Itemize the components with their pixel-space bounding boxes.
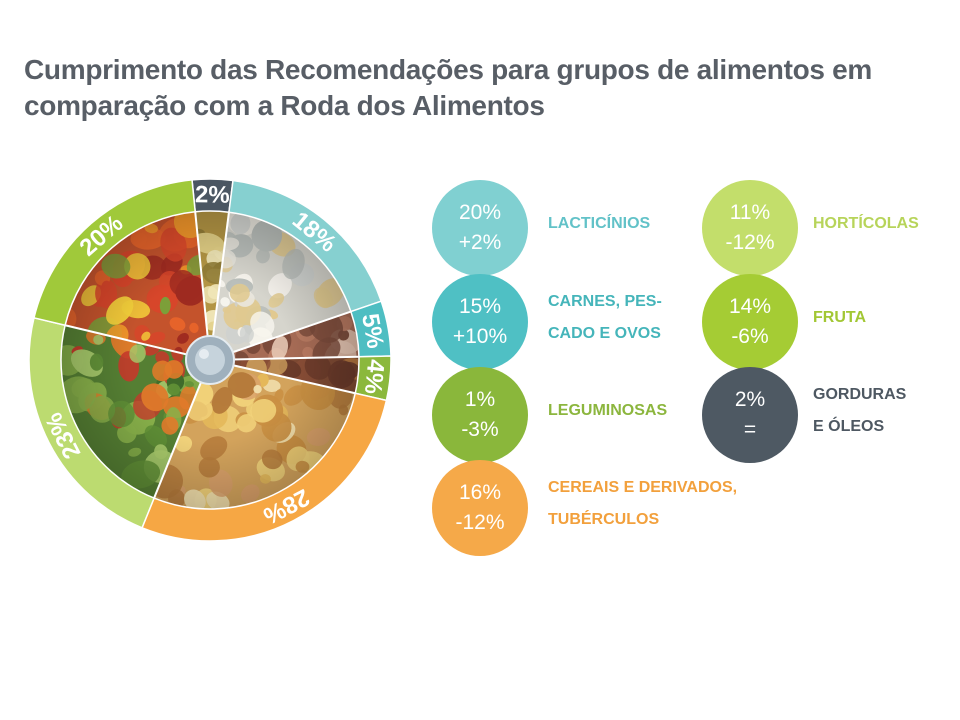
ring-label: 4% <box>359 358 389 395</box>
legend-item-lacticinios: 20% +2% LACTICÍNIOS <box>432 180 650 276</box>
chart-title: Cumprimento das Recomendações para grupo… <box>24 52 872 124</box>
food-wheel-chart: 2%18%5%4%28%23%20% <box>28 178 392 542</box>
legend-value: 14% <box>728 295 772 318</box>
legend-label-line: LACTICÍNIOS <box>548 215 651 232</box>
legend-label-line: E ÓLEOS <box>813 418 885 435</box>
legend-item-horticolas: 11% -12% HORTÍCOLAS <box>702 180 919 276</box>
legend-value: 20% <box>458 201 502 224</box>
legend-value: 16% <box>458 481 502 504</box>
legend-item-carnes-pes-cado-e-ovos: 15% +10% CARNES, PES- CADO E OVOS <box>432 274 662 370</box>
legend-change: -12% <box>455 511 505 534</box>
legend-bubble: 15% +10% <box>432 274 528 370</box>
legend-value: 11% <box>729 201 771 224</box>
legend-label-line: GORDURAS <box>813 386 907 403</box>
legend-label-line: CEREAIS E DERIVADOS, <box>548 479 738 496</box>
legend-change: -6% <box>731 325 769 348</box>
legend-label-line: TUBÉRCULOS <box>548 511 660 528</box>
legend-label: LACTICÍNIOS <box>548 208 650 240</box>
legend-label: HORTÍCOLAS <box>813 208 919 240</box>
legend-item-gorduras-e-oleos: 2% = GORDURAS E ÓLEOS <box>702 367 906 463</box>
legend-label-line: CARNES, PES- <box>548 293 662 310</box>
legend-bubble: 2% = <box>702 367 798 463</box>
ring-label: 2% <box>195 181 230 208</box>
legend-change: -3% <box>461 418 499 441</box>
ring-label: 5% <box>356 312 389 351</box>
legend-bubble: 20% +2% <box>432 180 528 276</box>
legend-label: CEREAIS E DERIVADOS, TUBÉRCULOS <box>548 472 737 536</box>
legend-change: -12% <box>725 231 775 254</box>
chart-title-line-2: comparação com a Roda dos Alimentos <box>24 90 545 121</box>
legend-change: +10% <box>452 325 508 348</box>
legend-bubble: 1% -3% <box>432 367 528 463</box>
legend-item-leguminosas: 1% -3% LEGUMINOSAS <box>432 367 667 463</box>
legend-bubble: 16% -12% <box>432 460 528 556</box>
legend-item-fruta: 14% -6% FRUTA <box>702 274 866 370</box>
legend-label-line: FRUTA <box>813 309 867 326</box>
ring-segments <box>28 178 392 542</box>
legend-item-cereais-e-derivados-tuberculos: 16% -12% CEREAIS E DERIVADOS, TUBÉRCULOS <box>432 460 737 556</box>
legend-label: LEGUMINOSAS <box>548 395 667 427</box>
legend-label-line: CADO E OVOS <box>548 325 661 342</box>
center-water-glass-highlight <box>199 349 209 359</box>
legend-label: GORDURAS E ÓLEOS <box>813 379 906 443</box>
chart-title-line-1: Cumprimento das Recomendações para grupo… <box>24 54 873 85</box>
legend-value: 2% <box>734 388 766 411</box>
legend-change: +2% <box>458 231 502 254</box>
legend-bubble: 14% -6% <box>702 274 798 370</box>
legend-label: FRUTA <box>813 302 866 334</box>
legend-value: 1% <box>464 388 496 411</box>
ring-segment <box>33 179 197 327</box>
legend-label: CARNES, PES- CADO E OVOS <box>548 286 662 350</box>
legend-label-line: HORTÍCOLAS <box>813 215 919 232</box>
legend-bubble: 11% -12% <box>702 180 798 276</box>
legend-change: = <box>743 418 757 441</box>
legend-value: 15% <box>458 295 502 318</box>
center-water-glass-inner <box>195 345 225 375</box>
legend-label-line: LEGUMINOSAS <box>548 402 668 419</box>
